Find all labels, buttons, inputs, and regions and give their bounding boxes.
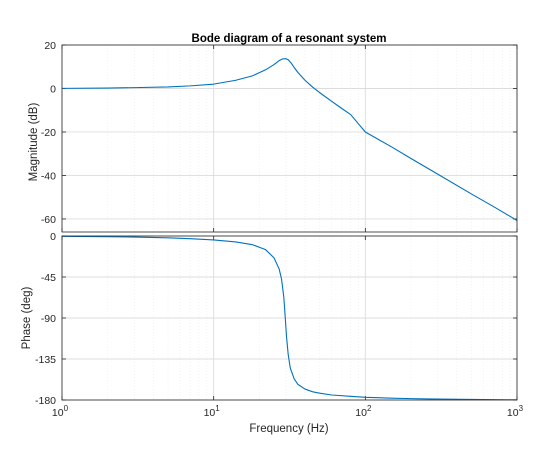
y-tick-label: -135: [35, 354, 56, 366]
phase-axes-frame: [61, 235, 518, 401]
x-tick-labels: 100 101 102 103: [52, 404, 524, 419]
y-tick-label: -40: [41, 170, 56, 182]
x-tick-label: 103: [507, 404, 524, 419]
phase-panel: 0 -45 -90 -135 -180: [35, 231, 518, 407]
y-tick-label: -20: [41, 127, 56, 139]
magnitude-axes-frame: [61, 44, 518, 233]
magnitude-plot-area: [62, 45, 517, 232]
y-tick-label: 0: [50, 231, 56, 243]
chart-title: Bode diagram of a resonant system: [192, 33, 387, 45]
y-tick-label: -180: [35, 395, 56, 407]
x-tick-label: 101: [204, 404, 221, 419]
magnitude-series-line: [62, 58, 517, 221]
magnitude-axis-label: Magnitude (dB): [28, 103, 40, 182]
phase-axis-label: Phase (deg): [21, 287, 33, 350]
x-tick-label: 102: [355, 404, 372, 419]
y-tick-label: -45: [41, 272, 56, 284]
x-axis-label: Frequency (Hz): [249, 423, 328, 435]
y-tick-label: -90: [41, 313, 56, 325]
magnitude-panel: 20 0 -20 -40 -60: [41, 40, 518, 233]
x-tick-label: 100: [52, 404, 69, 419]
y-tick-label: 0: [50, 83, 56, 95]
phase-series-line: [62, 236, 517, 400]
y-tick-label: 20: [44, 40, 56, 52]
y-tick-label: -60: [41, 214, 56, 226]
